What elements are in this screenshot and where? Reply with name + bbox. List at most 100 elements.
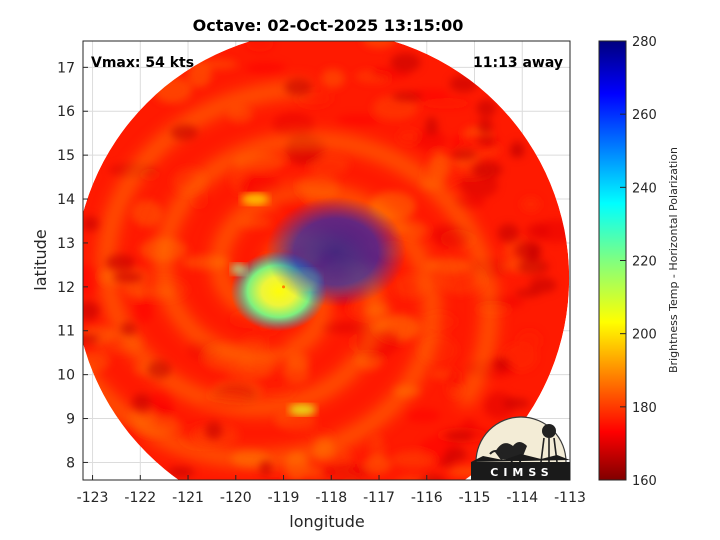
texture-patch [249, 503, 268, 519]
scan-artifact [419, 474, 447, 480]
scan-artifact [445, 430, 474, 442]
texture-patch [483, 392, 515, 419]
scan-artifact [497, 223, 520, 243]
y-tick-label: 11 [57, 324, 75, 340]
y-axis-ticks: 8 9 10 11 12 13 14 15 16 17 [57, 60, 88, 471]
y-tick-label: 15 [57, 148, 75, 164]
scan-artifact [390, 52, 421, 73]
scan-artifact [259, 460, 272, 477]
scan-artifact [444, 447, 468, 462]
x-axis-ticks: -123 -122 -121 -120 -119 -118 -117 -116 -115 -114… [77, 475, 586, 506]
cimss-logo-text: CIMSS [490, 466, 553, 479]
colorbar-tick-label: 260 [632, 108, 657, 123]
texture-patch [525, 223, 550, 240]
cold-core-lobe [230, 263, 247, 276]
y-tick-label: 10 [57, 368, 75, 384]
texture-patch [429, 151, 450, 181]
scan-artifact [284, 78, 313, 96]
x-tick-label: -115 [459, 490, 491, 506]
scan-artifacts [83, 52, 557, 480]
scan-artifact [170, 124, 199, 141]
scan-artifact [205, 421, 223, 440]
x-tick-label: -122 [124, 490, 156, 506]
texture-patch [133, 298, 154, 323]
rain-band [156, 132, 497, 408]
scan-artifact [502, 398, 530, 409]
texture-patch [83, 265, 103, 295]
eye-region [266, 196, 407, 307]
texture-patch [320, 68, 345, 88]
texture-patch [245, 61, 287, 75]
scan-artifact [451, 149, 477, 160]
x-tick-label: -117 [363, 490, 395, 506]
texture-patch [131, 200, 162, 227]
texture-patch [372, 95, 418, 121]
y-tick-label: 12 [57, 280, 75, 296]
scan-artifact [476, 136, 497, 146]
texture-patch [274, 411, 317, 431]
scan-artifact [471, 161, 503, 179]
x-tick-label: -113 [554, 490, 586, 506]
y-tick-label: 8 [66, 455, 75, 471]
scan-artifact [476, 99, 497, 117]
texture-patch [239, 217, 273, 230]
texture-patch [194, 59, 238, 70]
scan-artifact [514, 289, 541, 298]
scan-artifact [120, 322, 137, 336]
texture-patch [445, 369, 464, 388]
texture-patch [305, 465, 323, 480]
scan-artifact [105, 254, 136, 271]
y-tick-label: 16 [57, 104, 75, 120]
y-axis-label: latitude [31, 229, 50, 290]
vmax-annotation: Vmax: 54 kts [91, 55, 194, 71]
scan-artifact [83, 216, 99, 232]
texture-patch [307, 429, 336, 441]
x-tick-label: -120 [220, 490, 252, 506]
y-tick-label: 9 [66, 412, 75, 428]
x-tick-label: -114 [506, 490, 538, 506]
texture-patch [516, 330, 542, 351]
y-tick-label: 14 [57, 192, 75, 208]
scan-artifact [528, 243, 541, 262]
scan-artifact [83, 301, 100, 321]
scan-artifact [529, 277, 557, 293]
texture-patch [245, 41, 274, 52]
x-tick-label: -118 [315, 490, 347, 506]
texture-patch [272, 112, 315, 137]
scan-artifact [477, 117, 493, 135]
cimss-logo-icon: CIMSS [471, 416, 570, 480]
time-offset-annotation: 11:13 away [473, 55, 563, 71]
texture-patch [259, 384, 296, 399]
colorbar-tick-label: 240 [632, 181, 657, 196]
x-tick-label: -121 [172, 490, 204, 506]
scan-artifact [517, 259, 549, 275]
texture-patch [321, 321, 372, 334]
colorbar: 160 180 200 220 240 260 280 Brightness Temp - … [598, 35, 680, 489]
scan-artifact [83, 334, 100, 344]
colorbar-tick-label: 160 [632, 474, 657, 489]
texture-patch [426, 257, 471, 273]
scan-artifact [439, 458, 454, 467]
colorbar-tick-label: 220 [632, 255, 657, 270]
texture-patch [415, 129, 447, 151]
texture-patch [336, 114, 381, 127]
texture-patch [405, 408, 441, 423]
swath-imagery [83, 41, 570, 519]
scan-artifact [112, 271, 143, 283]
texture-patch [393, 273, 428, 299]
microwave-swath [83, 41, 570, 519]
x-axis-label: longitude [289, 512, 364, 531]
texture-patch [391, 450, 436, 468]
storm-center-marker [282, 285, 286, 289]
rain-band-cell [240, 193, 269, 206]
plot-frame [82, 40, 571, 481]
texture-patch [521, 197, 541, 212]
scan-artifact [391, 91, 423, 102]
x-tick-label: -116 [411, 490, 443, 506]
colorbar-label: Brightness Temp - Horizontal Polarizatio… [667, 147, 680, 373]
x-tick-label: -123 [77, 490, 109, 506]
scan-artifact [132, 393, 152, 412]
chart-title: Octave: 02-Oct-2025 13:15:00 [193, 16, 464, 35]
rain-band-cell [288, 403, 317, 416]
